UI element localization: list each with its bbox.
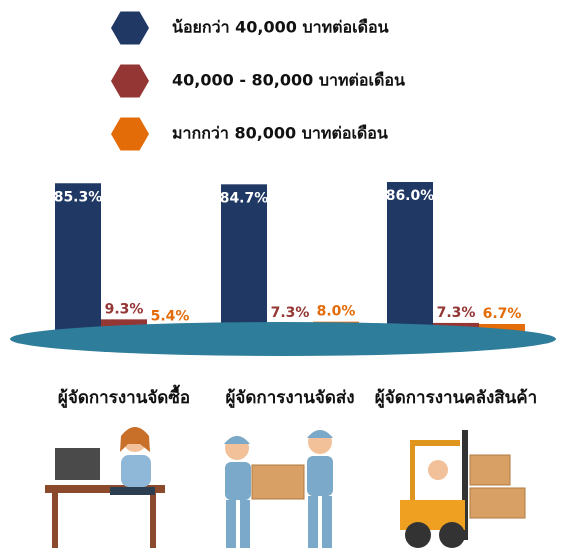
illustration-delivery bbox=[224, 430, 333, 548]
category-label: ผู้จัดการงานคลังสินค้า bbox=[375, 388, 537, 409]
legend-swatch bbox=[111, 117, 149, 151]
value-label: 7.3% bbox=[271, 305, 310, 321]
value-label: 9.3% bbox=[105, 301, 144, 317]
category-label: ผู้จัดการงานจัดส่ง bbox=[225, 388, 354, 409]
value-label: 7.3% bbox=[437, 305, 476, 321]
illustration-purchasing bbox=[45, 427, 165, 548]
value-label: 6.7% bbox=[483, 306, 522, 322]
base-platform bbox=[10, 322, 556, 356]
legend-label: น้อยกว่า 40,000 บาทต่อเดือน bbox=[172, 18, 389, 37]
value-label: 5.4% bbox=[151, 308, 190, 324]
category-label: ผู้จัดการงานจัดซื้อ bbox=[58, 384, 190, 409]
legend-label: มากกว่า 80,000 บาทต่อเดือน bbox=[172, 124, 388, 143]
bar bbox=[221, 184, 267, 336]
value-label: 85.3% bbox=[54, 189, 103, 205]
bar bbox=[55, 183, 101, 336]
value-label: 8.0% bbox=[317, 304, 356, 320]
illustration-warehouse bbox=[400, 430, 526, 548]
bar bbox=[387, 182, 433, 336]
value-label: 86.0% bbox=[386, 188, 435, 204]
legend-swatch bbox=[111, 64, 149, 98]
legend-swatch bbox=[111, 11, 149, 45]
value-label: 84.7% bbox=[220, 190, 269, 206]
legend-label: 40,000 - 80,000 บาทต่อเดือน bbox=[172, 71, 405, 90]
